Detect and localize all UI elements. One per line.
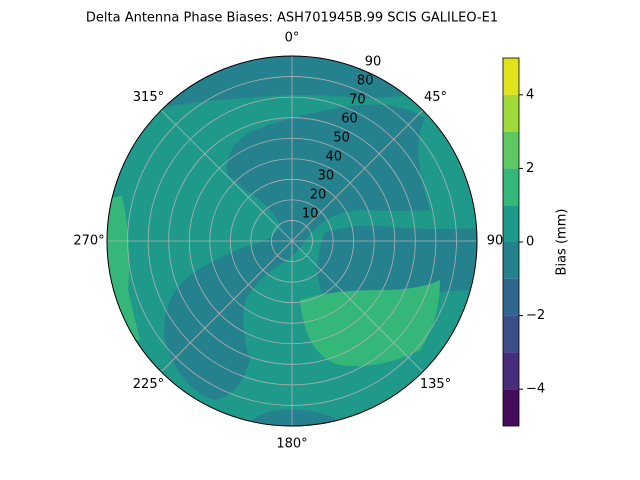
theta-tick-label: 90 [487,234,504,249]
r-tick-label: 90 [365,55,382,70]
grid-spoke [291,240,424,373]
colorbar-band [503,94,519,132]
colorbar-band [503,205,519,242]
colorbar-tick-label: −4 [526,382,545,397]
r-tick-label: 60 [341,112,358,127]
theta-tick-label: 45° [424,90,447,105]
grid-spoke [160,109,293,242]
theta-tick-label: 225° [133,377,164,392]
polar-frame [106,55,478,427]
grid-spoke [291,109,424,242]
r-tick-label: 40 [325,150,342,165]
theta-tick-label: 135° [420,377,451,392]
colorbar-tick-label: 0 [526,235,534,250]
contour-region [164,104,431,401]
colorbar-tick-label: −2 [526,308,545,323]
colorbar-band [503,168,519,206]
r-tick-label: 20 [310,188,327,203]
contour-region [300,280,440,366]
chart-title: Delta Antenna Phase Biases: ASH701945B.9… [86,11,498,26]
grid-spoke [160,240,293,373]
theta-tick-label: 180° [276,437,307,452]
colorbar-band [503,389,519,426]
colorbar-tick-label: 2 [526,161,534,176]
colorbar-band [503,352,519,390]
colorbar-band [503,131,519,169]
r-tick-label: 70 [349,93,366,108]
colorbar-band [503,58,519,95]
colorbar-band [503,278,519,316]
theta-tick-label: 270° [73,234,104,249]
r-tick-label: 30 [318,169,335,184]
colorbar-band [503,242,519,279]
r-tick-label: 80 [357,74,374,89]
theta-tick-label: 315° [133,90,164,105]
colorbar-band [503,315,519,353]
theta-tick-label: 0° [285,31,300,46]
colorbar-label: Bias (mm) [555,209,570,276]
r-tick-label: 50 [333,131,350,146]
contour-region [252,409,345,426]
r-tick-label: 10 [302,207,319,222]
colorbar-tick-label: 4 [526,87,534,102]
